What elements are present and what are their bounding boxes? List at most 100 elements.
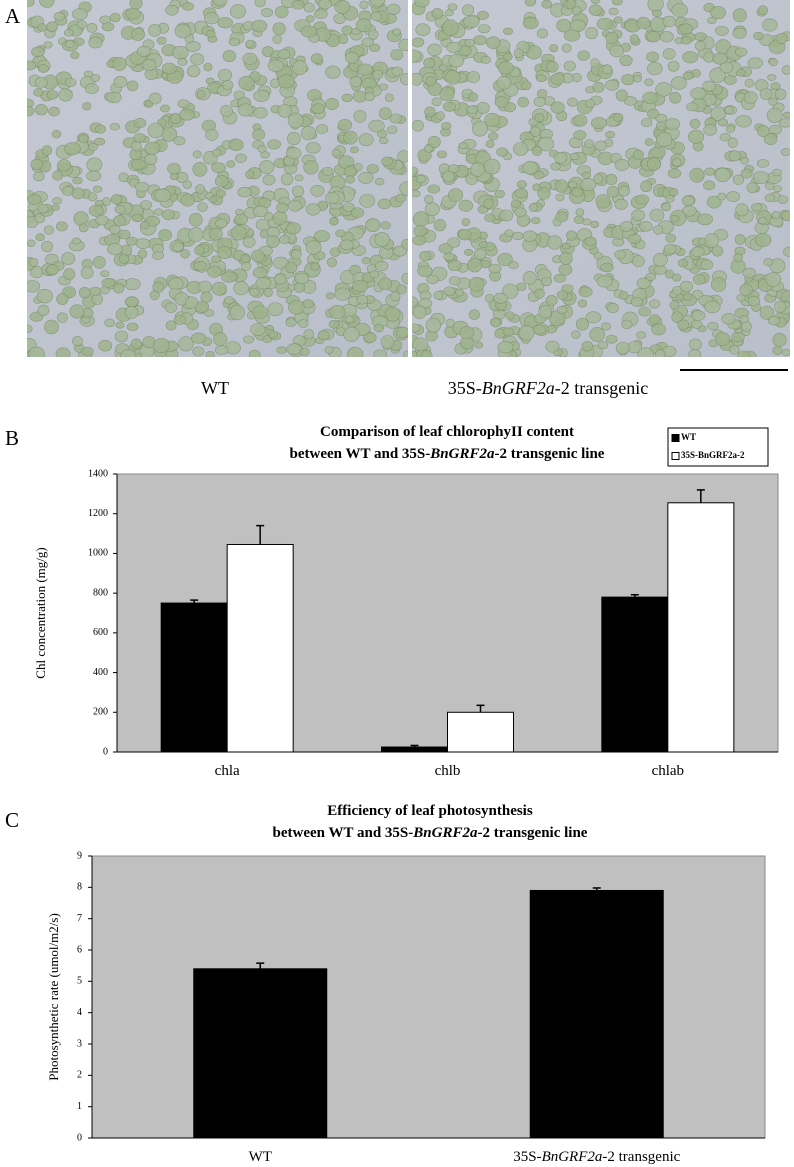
chloroplast <box>220 105 233 117</box>
chloroplast <box>534 288 545 299</box>
chloroplast <box>649 146 666 159</box>
chloroplast <box>559 251 573 265</box>
chloroplast <box>94 137 106 146</box>
chloroplast <box>702 80 716 92</box>
chloroplast <box>581 171 592 179</box>
chloroplast <box>39 0 55 8</box>
chloroplast <box>494 96 509 108</box>
chloroplast <box>182 180 193 189</box>
chloroplast <box>92 255 106 269</box>
x-tick-label-part: chlb <box>435 763 461 779</box>
chloroplast <box>198 280 212 294</box>
chloroplast <box>413 225 427 237</box>
chloroplast <box>257 144 267 153</box>
bar <box>193 968 328 1139</box>
chloroplast <box>412 305 427 319</box>
x-tick-label-part: 35S- <box>513 1149 541 1165</box>
cells <box>412 0 790 357</box>
chloroplast <box>756 159 769 168</box>
chloroplast <box>412 166 419 175</box>
chloroplast <box>577 50 590 61</box>
chloroplast <box>369 43 381 52</box>
chloroplast <box>350 207 365 218</box>
chloroplast <box>588 4 603 16</box>
chloroplast <box>724 105 734 115</box>
chloroplast <box>615 341 631 355</box>
chloroplast <box>561 43 572 53</box>
chloroplast <box>318 0 333 10</box>
chloroplast <box>291 249 302 260</box>
chloroplast <box>104 318 115 328</box>
chloroplast <box>689 167 705 183</box>
chloroplast <box>706 195 722 209</box>
chloroplast <box>734 234 746 245</box>
y-tick-label: 400 <box>93 667 108 678</box>
chloroplast <box>493 292 508 304</box>
chloroplast <box>690 87 707 100</box>
bar <box>381 746 448 753</box>
chloroplast <box>621 74 635 86</box>
chloroplast <box>691 246 705 258</box>
chloroplast <box>114 330 129 343</box>
chloroplast <box>266 235 280 248</box>
chloroplast <box>399 181 408 196</box>
chloroplast <box>345 175 356 184</box>
chloroplast <box>310 184 325 197</box>
chloroplast <box>757 125 770 137</box>
chloroplast <box>204 12 220 25</box>
chloroplast <box>78 223 89 233</box>
chloroplast <box>41 241 54 253</box>
chloroplast <box>486 36 501 49</box>
chloroplast <box>424 106 436 118</box>
chloroplast <box>226 160 236 168</box>
chloroplast <box>276 202 289 214</box>
chloroplast <box>496 147 509 157</box>
chloroplast <box>87 142 99 151</box>
chloroplast <box>632 75 643 83</box>
chloroplast <box>43 41 53 49</box>
image-label-part: WT <box>201 378 229 398</box>
chloroplast <box>253 90 270 102</box>
chloroplast <box>445 318 455 328</box>
chloroplast <box>547 235 563 250</box>
chloroplast <box>550 162 561 171</box>
chloroplast <box>174 23 191 39</box>
chart-title-part: -2 transgenic line <box>494 446 604 462</box>
chloroplast <box>370 11 382 22</box>
chloroplast <box>368 119 385 133</box>
chloroplast <box>442 19 459 36</box>
chloroplast <box>669 92 682 104</box>
chloroplast <box>86 23 98 33</box>
chloroplast <box>739 283 753 297</box>
chloroplast <box>378 107 392 120</box>
chloroplast <box>105 91 122 104</box>
chloroplast <box>412 37 425 48</box>
chloroplast <box>46 264 59 276</box>
chloroplast <box>206 30 216 39</box>
chloroplast <box>466 105 478 114</box>
chloroplast <box>772 345 783 356</box>
chloroplast <box>137 249 148 259</box>
chloroplast <box>112 57 127 72</box>
chloroplast <box>124 296 139 308</box>
chloroplast <box>56 312 68 323</box>
chloroplast <box>229 4 246 19</box>
y-tick-label: 1400 <box>88 468 108 479</box>
chloroplast <box>242 52 258 65</box>
chloroplast <box>27 60 36 71</box>
x-tick-label: chlb <box>435 763 461 779</box>
chloroplast <box>646 157 661 171</box>
chloroplast <box>35 233 45 242</box>
chloroplast <box>203 62 213 72</box>
chloroplast <box>412 72 424 86</box>
chloroplast <box>550 101 565 114</box>
chloroplast <box>458 199 474 212</box>
chloroplast <box>102 197 112 206</box>
y-tick-label: 1 <box>77 1101 82 1112</box>
chloroplast <box>777 195 789 204</box>
chloroplast <box>736 69 746 77</box>
chloroplast <box>427 184 441 194</box>
chloroplast <box>70 51 80 60</box>
chloroplast <box>581 218 592 226</box>
